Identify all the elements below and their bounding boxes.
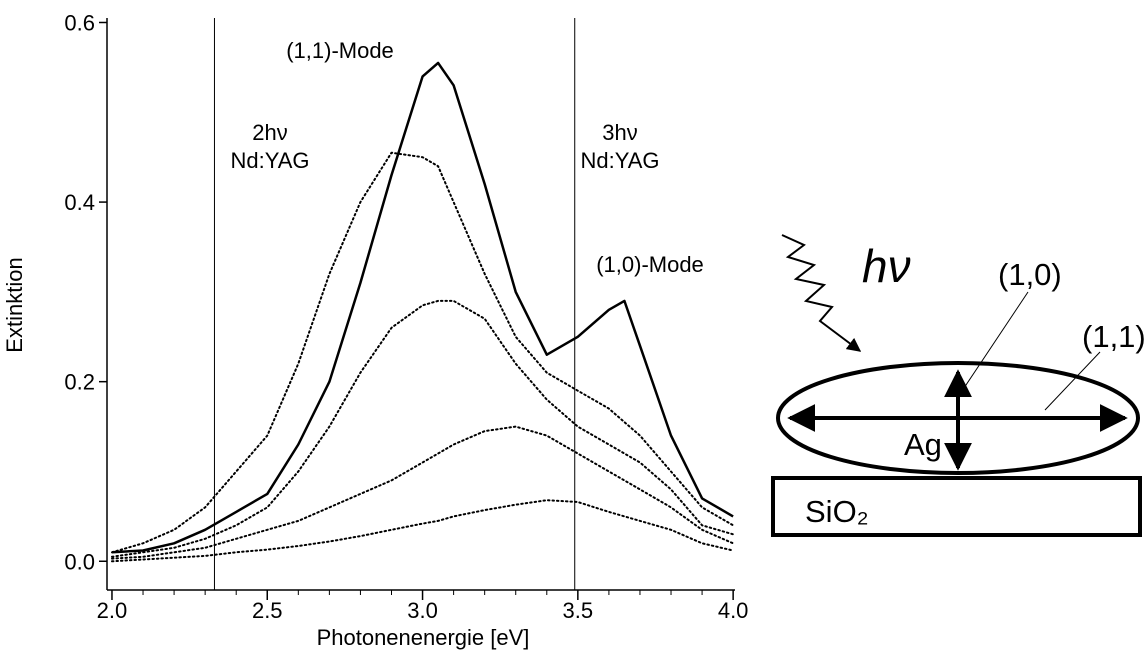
substrate-label: SiO₂ <box>805 494 869 529</box>
annotation: (1,0)-Mode <box>596 252 704 277</box>
series-line <box>111 299 735 558</box>
x-tick-label: 2.5 <box>252 598 283 623</box>
series-line <box>111 499 735 563</box>
series-line <box>111 151 735 554</box>
leader-line <box>1044 351 1101 411</box>
y-tick-label: 0.0 <box>64 549 95 574</box>
x-tick-label: 3.0 <box>407 598 438 623</box>
plot: 2.0 2.5 3.0 3.5 4.0 0.0 0.2 0.4 0.6 <box>64 10 748 623</box>
annotation: (1,1)-Mode <box>286 38 394 63</box>
annotation: 2hν <box>252 120 287 145</box>
x-tick-label: 3.5 <box>563 598 594 623</box>
x-tick-label: 4.0 <box>718 598 749 623</box>
annotation: Nd:YAG <box>580 148 659 173</box>
particle-label: Ag <box>904 427 942 462</box>
annotation: 3hν <box>602 120 637 145</box>
y-tick-label: 0.4 <box>64 190 95 215</box>
series-line <box>111 425 735 560</box>
diagram: hν (1,0) (1,1) Ag SiO₂ <box>771 234 1145 537</box>
photon-wave <box>781 234 862 352</box>
y-axis-label: Extinktion <box>2 257 27 352</box>
substrate <box>771 476 1142 537</box>
mode-10-label: (1,0) <box>998 257 1062 292</box>
annotation: Nd:YAG <box>230 148 309 173</box>
x-axis-label: Photonenenergie [eV] <box>317 625 530 650</box>
series-line <box>111 61 734 554</box>
mode-11-label: (1,1) <box>1082 319 1145 354</box>
photon-label: hν <box>862 240 911 292</box>
leader-line <box>963 291 1029 389</box>
y-tick-label: 0.2 <box>64 370 95 395</box>
y-tick-label: 0.6 <box>64 10 95 35</box>
x-tick-label: 2.0 <box>97 598 128 623</box>
particle <box>776 361 1140 475</box>
